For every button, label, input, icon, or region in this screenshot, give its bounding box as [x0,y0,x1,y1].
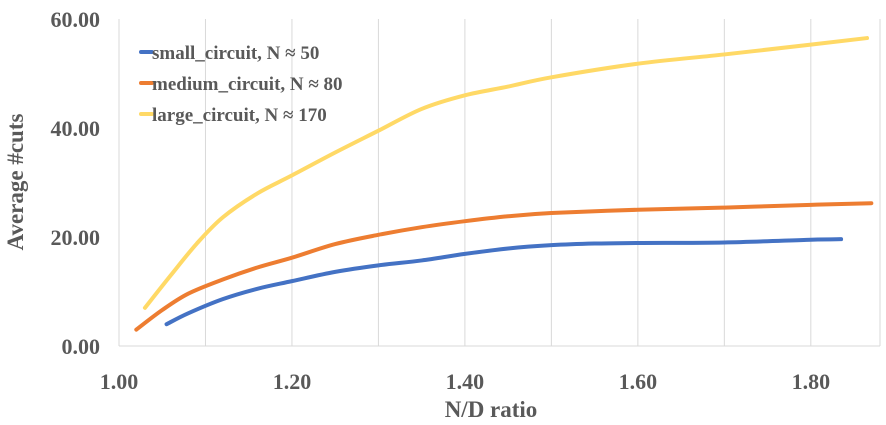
y-tick-label: 20.00 [51,225,101,250]
series-line-small-circuit [164,237,844,327]
x-tick-label: 1.00 [100,369,139,394]
legend-label: medium_circuit, N ≈ 80 [152,74,343,95]
x-tick-label: 1.60 [619,369,658,394]
y-tick-label: 40.00 [51,116,101,141]
x-tick-label: 1.80 [792,369,831,394]
gridlines [118,19,881,346]
y-tick-label: 60.00 [51,7,101,32]
y-axis-title: Average #cuts [3,114,28,251]
x-tick-label: 1.40 [446,369,485,394]
legend-label: large_circuit, N ≈ 170 [152,105,327,126]
x-axis-title: N/D ratio [445,397,538,422]
series-line-large-circuit [142,36,870,310]
series-line-medium-circuit [134,201,874,332]
legend-label: small_circuit, N ≈ 50 [152,43,319,64]
legend: small_circuit, N ≈ 50 medium_circuit, N ≈… [139,43,343,126]
axes: 1.00 1.20 1.40 1.60 1.80 0.00 20.00 40.00 60.00 [51,7,880,394]
y-tick-label: 0.00 [62,334,101,359]
x-tick-label: 1.20 [273,369,312,394]
series-lines [134,36,874,332]
